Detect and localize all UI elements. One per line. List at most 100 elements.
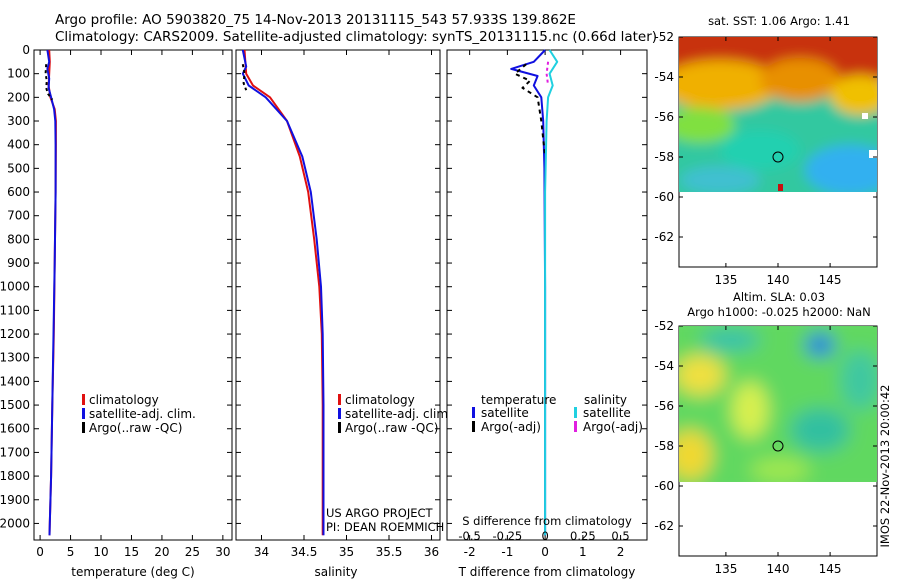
legend-label-t-argo: Argo(-adj)	[481, 420, 541, 434]
x-tick-label: 2	[617, 545, 625, 559]
legend-label-s-argo: Argo(-adj)	[583, 420, 643, 434]
project-name: US ARGO PROJECT	[326, 506, 434, 520]
x-tick-label: 5	[67, 545, 75, 559]
sla-axis-ticks: -52 -54 -56 -58 -60 -62 135 140 145	[654, 319, 877, 576]
temperature-axes-frame	[33, 49, 233, 541]
latitude-tick-label: -56	[654, 110, 674, 124]
s-tick-label: 0.25	[570, 529, 596, 543]
series-line-satellite-adj-clim-	[46, 49, 57, 536]
difference-series	[510, 49, 559, 536]
t-difference-xlabel: T difference from climatology	[458, 565, 636, 579]
legend-swatch-argo	[338, 422, 341, 433]
sla-map-title: Altim. SLA: 0.03	[733, 290, 825, 304]
x-tick-label: 36	[424, 545, 439, 559]
depth-tick-label: 300	[7, 114, 30, 128]
x-tick-label: 0	[36, 545, 44, 559]
temperature-x-axis: 0 5 10 15 20 25 30	[36, 50, 231, 559]
legend-label-s-satellite: satellite	[583, 406, 631, 420]
legend-swatch-argo	[82, 422, 85, 433]
series-line-temperature-argo-adj-	[513, 63, 547, 157]
depth-tick-label: 200	[7, 90, 30, 104]
x-tick-label: 10	[93, 545, 108, 559]
salinity-series	[241, 49, 325, 536]
salinity-axes-frame	[235, 49, 441, 541]
s-difference-xlabel: S difference from climatology	[462, 514, 632, 528]
legend-label-satellite: satellite-adj. clim.	[345, 407, 452, 421]
series-line-argo-raw-qc-	[241, 64, 248, 91]
x-tick-label: 0	[541, 545, 549, 559]
depth-tick-label: 400	[7, 138, 30, 152]
longitude-tick-label: 140	[767, 273, 790, 287]
depth-tick-label: 100	[7, 67, 30, 81]
depth-tick-label: 800	[7, 232, 30, 246]
argo-location-marker	[772, 151, 784, 163]
legend-label-argo: Argo(..raw -QC)	[345, 421, 438, 435]
legend-swatch-s-satellite	[574, 407, 577, 418]
s-difference-ticks: -0.5 -0.25 0 0.25 0.5	[458, 529, 629, 543]
longitude-tick-label: 145	[819, 562, 842, 576]
salinity-x-axis: 34 34.5 35 35.5 36	[254, 50, 439, 559]
legend-head-temperature: temperature	[481, 393, 556, 407]
latitude-tick-label: -52	[654, 30, 674, 44]
latitude-tick-label: -58	[654, 150, 674, 164]
latitude-tick-label: -60	[654, 190, 674, 204]
difference-legend: temperature salinity satellite Argo(-adj…	[472, 393, 643, 434]
x-tick-label: 35.5	[376, 545, 403, 559]
depth-tick-label: 500	[7, 161, 30, 175]
depth-tick-label: 1200	[0, 327, 30, 341]
depth-axis: 0 100 200 300 400 500 600 700 800 900 1000 1100 1200…	[0, 43, 232, 530]
legend-label-climatology: climatology	[345, 393, 415, 407]
depth-tick-label: 1400	[0, 374, 30, 388]
s-tick-label: -0.5	[458, 529, 480, 543]
legend-label-t-satellite: satellite	[481, 406, 529, 420]
depth-tick-label: 1300	[0, 351, 30, 365]
depth-tick-label: 1800	[0, 469, 30, 483]
difference-depth-ticks	[447, 49, 647, 524]
sst-heatmap	[679, 37, 877, 192]
imos-stamp: IMOS 22-Nov-2013 20:00:42	[878, 385, 892, 548]
sla-heatmap	[679, 326, 877, 482]
profile-title: Argo profile: AO 5903820_75 14-Nov-2013 …	[55, 12, 576, 28]
legend-swatch-t-argo	[472, 421, 475, 432]
x-tick-label: 35	[339, 545, 354, 559]
sla-map-subtitle: Argo h1000: -0.025 h2000: NaN	[687, 305, 871, 319]
depth-tick-label: 1900	[0, 493, 30, 507]
series-line-salinity-argo-adj-	[545, 61, 550, 86]
x-tick-label: 1	[579, 545, 587, 559]
x-tick-label: -2	[464, 545, 476, 559]
sst-map-title: sat. SST: 1.06 Argo: 1.41	[708, 14, 850, 28]
latitude-tick-label: -62	[654, 519, 674, 533]
longitude-tick-label: 135	[714, 273, 737, 287]
temperature-legend: climatology satellite-adj. clim. Argo(..…	[82, 393, 196, 435]
legend-label-climatology: climatology	[89, 393, 159, 407]
legend-label-satellite: satellite-adj. clim.	[89, 407, 196, 421]
salinity-panel: 34 34.5 35 35.5 36 salinity climatology sate…	[235, 49, 452, 579]
legend-swatch-s-argo	[574, 421, 577, 432]
legend-swatch-satellite	[338, 408, 341, 419]
depth-tick-label: 1700	[0, 445, 30, 459]
x-tick-label: 34.5	[291, 545, 318, 559]
latitude-tick-label: -52	[654, 319, 674, 333]
depth-tick-label: 1000	[0, 280, 30, 294]
sst-map-panel: sat. SST: 1.06 Argo: 1.41 -52 -54 -56 -58 -6…	[654, 14, 878, 287]
s-tick-label: 0	[541, 529, 548, 543]
series-line-argo-raw-qc-	[44, 64, 54, 101]
difference-x-axis: -2 -1 0 1 2	[464, 50, 625, 559]
longitude-tick-label: 140	[767, 562, 790, 576]
salinity-legend: climatology satellite-adj. clim. Argo(..…	[338, 393, 452, 435]
legend-label-argo: Argo(..raw -QC)	[89, 421, 182, 435]
x-tick-label: 34	[254, 545, 269, 559]
series-line-satellite-adj-clim-	[241, 49, 325, 536]
project-pi: PI: DEAN ROEMMICH	[326, 520, 444, 534]
s-tick-label: 0.5	[611, 529, 629, 543]
latitude-tick-label: -54	[654, 70, 674, 84]
legend-swatch-satellite	[82, 408, 85, 419]
sla-map-panel: Altim. SLA: 0.03 Argo h1000: -0.025 h200…	[654, 290, 878, 576]
temperature-series	[44, 49, 57, 536]
temperature-xlabel: temperature (deg C)	[71, 565, 194, 579]
legend-swatch-climatology	[338, 394, 341, 405]
x-tick-label: 25	[185, 545, 200, 559]
longitude-tick-label: 135	[714, 562, 737, 576]
latitude-tick-label: -54	[654, 359, 674, 373]
